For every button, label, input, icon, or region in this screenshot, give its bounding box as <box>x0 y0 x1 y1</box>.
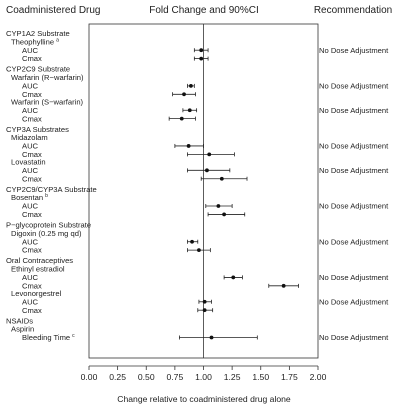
point-estimate <box>182 92 186 97</box>
metric-label: AUC <box>22 46 39 55</box>
group-label: CYP3A Substrates <box>6 125 69 134</box>
tick-label: 0.75 <box>167 372 184 382</box>
recommendation: No Dose Adjustment <box>319 273 389 282</box>
x-axis-label: Change relative to coadministered drug a… <box>117 394 291 404</box>
metric-label: Bleeding Time c <box>22 333 75 342</box>
point-estimate <box>231 275 236 280</box>
group-label: Oral Contraceptives <box>6 256 73 265</box>
tick-label: 0.00 <box>81 372 98 382</box>
group-label: NSAIDs <box>6 316 33 325</box>
drug-name: Lovastatin <box>11 158 46 167</box>
point-estimate <box>199 56 204 61</box>
metric-label: AUC <box>22 106 39 115</box>
drug-name: Warfarin (S−warfarin) <box>11 97 84 106</box>
x-axis: 0.00 0.25 0.50 0.75 1.00 1.25 1.50 1.75 2.00 <box>81 365 327 382</box>
metric-label: AUC <box>22 142 39 151</box>
point-estimate <box>209 335 214 340</box>
recommendation: No Dose Adjustment <box>319 46 389 55</box>
drug-name: Aspirin <box>11 325 34 334</box>
drug-name: Bosentan b <box>11 193 48 202</box>
recommendation: No Dose Adjustment <box>319 142 389 151</box>
tick-label: 1.50 <box>252 372 269 382</box>
footnote-marker: a <box>56 37 59 43</box>
tick-label: 1.75 <box>281 372 298 382</box>
metric-label: AUC <box>22 273 39 282</box>
metric-label: Cmax <box>22 246 42 255</box>
point-estimate <box>197 248 201 253</box>
point-estimate <box>202 299 207 304</box>
metric-label: AUC <box>22 82 39 91</box>
metric-label: Cmax <box>22 281 42 290</box>
metric-label: Cmax <box>22 306 42 315</box>
recommendation: No Dose Adjustment <box>319 237 389 246</box>
recommendation: No Dose Adjustment <box>319 166 389 175</box>
drug-name: Warfarin (R−warfarin) <box>11 73 84 82</box>
tick-label: 0.25 <box>109 372 126 382</box>
metric-label: Cmax <box>22 174 42 183</box>
group-label: CYP1A2 Substrate <box>6 29 70 38</box>
point-estimate <box>219 176 224 181</box>
point-estimate <box>190 239 194 244</box>
metric-label: Cmax <box>22 114 42 123</box>
metric-label: Cmax <box>22 90 42 99</box>
point-estimate <box>202 308 207 313</box>
footnote-marker: b <box>45 193 48 199</box>
header-drug: Coadministered Drug <box>6 5 101 16</box>
recommendation: No Dose Adjustment <box>319 333 389 342</box>
header-effect: Fold Change and 90%CI <box>149 5 259 16</box>
metric-label: AUC <box>22 202 39 211</box>
metric-label: Cmax <box>22 54 42 63</box>
point-estimate <box>281 283 286 288</box>
metric-label: Cmax <box>22 210 42 219</box>
point-estimate <box>179 116 184 121</box>
point-estimate <box>186 144 191 148</box>
metric-label: AUC <box>22 166 39 175</box>
footnote-marker: c <box>72 333 75 339</box>
drug-name: Levonorgestrel <box>11 289 62 298</box>
recommendation: No Dose Adjustment <box>319 297 389 306</box>
recommendation: No Dose Adjustment <box>319 202 389 211</box>
point-estimate <box>216 204 221 208</box>
group-label: P−glycoprotein Substrate <box>6 221 91 230</box>
group-label: CYP2C9/CYP3A Substrate <box>6 185 97 194</box>
tick-label: 0.50 <box>138 372 155 382</box>
tick-label: 2.00 <box>310 372 327 382</box>
recommendation: No Dose Adjustment <box>319 82 389 91</box>
tick-label: 1.25 <box>224 372 241 382</box>
group-label: CYP2C9 Substrate <box>6 65 70 74</box>
point-estimate <box>187 108 192 113</box>
point-estimate <box>199 48 204 53</box>
point-estimate <box>222 212 227 217</box>
drug-name: Ethinyl estradiol <box>11 265 65 274</box>
metric-label: AUC <box>22 297 39 306</box>
point-estimate <box>205 168 209 173</box>
drug-name: Digoxin (0.25 mg qd) <box>11 229 82 238</box>
metric-label: Cmax <box>22 150 42 159</box>
drug-name: Midazolam <box>11 133 48 142</box>
drug-name: Theophylline a <box>11 37 59 46</box>
point-estimate <box>207 152 212 157</box>
recommendation: No Dose Adjustment <box>319 106 389 115</box>
point-estimate <box>189 84 193 88</box>
metric-label: AUC <box>22 237 39 246</box>
tick-label: 1.00 <box>195 372 212 382</box>
header-recommendation: Recommendation <box>314 5 392 16</box>
